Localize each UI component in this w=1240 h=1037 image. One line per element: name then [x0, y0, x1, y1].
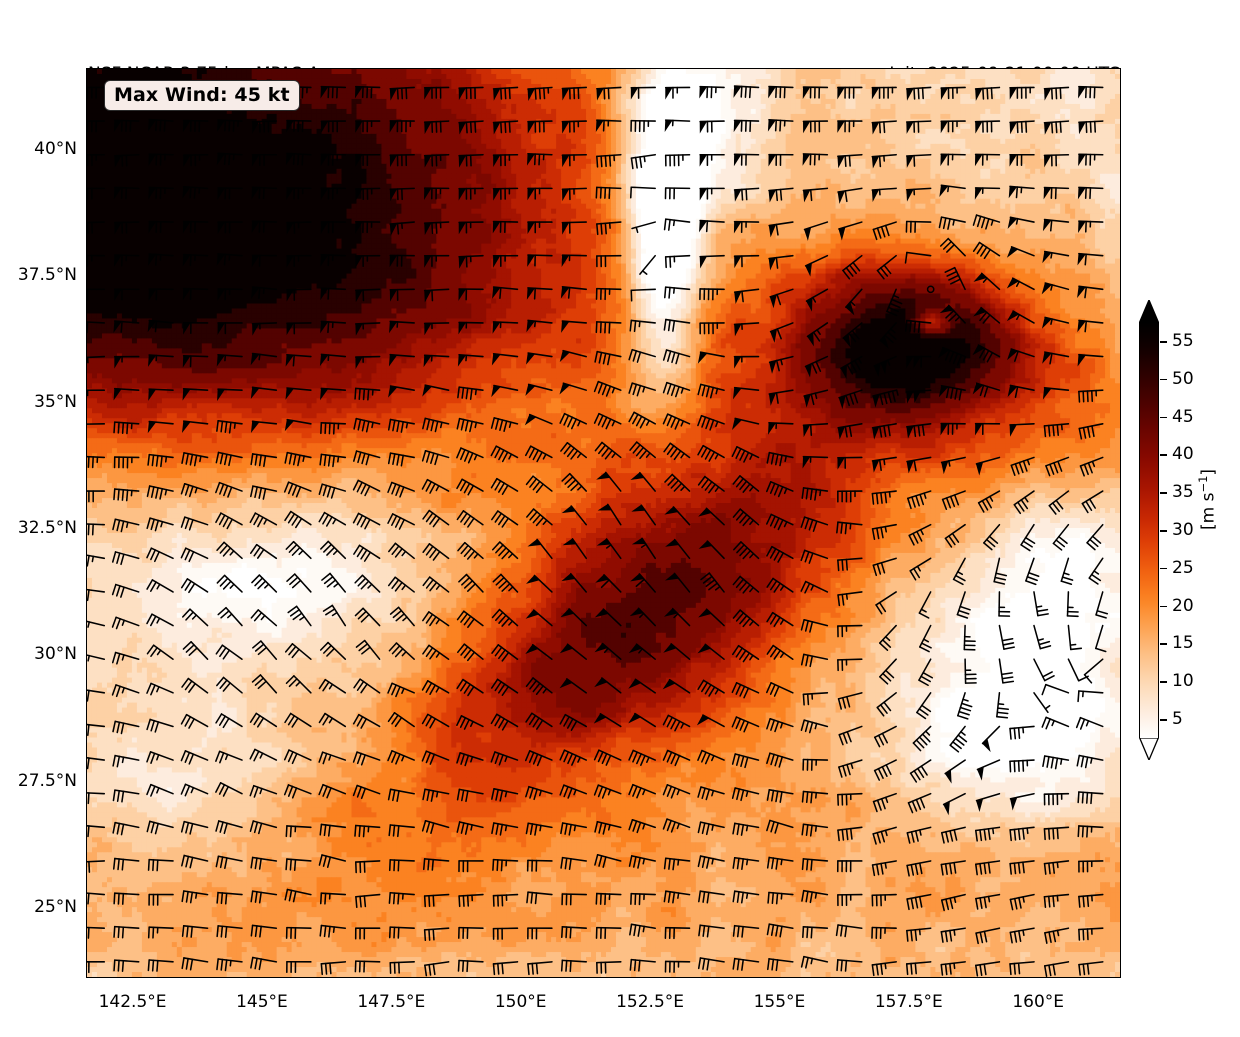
- colorbar-tick-label: 30: [1172, 520, 1194, 540]
- colorbar-tick-label: 50: [1172, 369, 1194, 389]
- x-tick-label: 142.5°E: [99, 992, 167, 1012]
- colorbar-tick-label: 45: [1172, 407, 1194, 427]
- colorbar-units-label: [m s−1]: [1196, 469, 1219, 530]
- x-tick-label: 152.5°E: [616, 992, 684, 1012]
- y-tick-label: 40°N: [34, 139, 77, 159]
- colorbar-tick-label: 40: [1172, 444, 1194, 464]
- colorbar-tick-label: 35: [1172, 482, 1194, 502]
- colorbar-tick: [1160, 378, 1167, 381]
- colorbar-tick-label: 25: [1172, 558, 1194, 578]
- y-tick-label: 30°N: [34, 644, 77, 664]
- x-tick-label: 150°E: [495, 992, 547, 1012]
- colorbar-bottom-extend-arrow: [1139, 738, 1159, 760]
- wind-barb-overlay: [87, 85, 1109, 977]
- x-tick-label: 147.5°E: [357, 992, 425, 1012]
- colorbar-tick: [1160, 530, 1167, 532]
- colorbar-top-extend-arrow: [1139, 300, 1159, 322]
- x-tick-label: 145°E: [236, 992, 288, 1012]
- colorbar-tick-label: 15: [1172, 633, 1194, 653]
- colorbar: 5 10 15 20 25 30 35 40 45 50 55: [1139, 300, 1194, 760]
- x-tick-label: 160°E: [1012, 992, 1064, 1012]
- y-tick-label: 37.5°N: [18, 265, 77, 285]
- y-tick-label: 25°N: [34, 897, 77, 917]
- y-tick-label: 35°N: [34, 392, 77, 412]
- colorbar-tick: [1160, 416, 1167, 419]
- colorbar-tick-label: 5: [1172, 709, 1183, 729]
- max-wind-annotation: Max Wind: 45 kt: [104, 80, 300, 111]
- map-axes: [86, 68, 1121, 978]
- x-tick-label: 155°E: [754, 992, 806, 1012]
- y-tick-label: 32.5°N: [18, 518, 77, 538]
- colorbar-tick: [1160, 454, 1167, 456]
- colorbar-tick: [1160, 567, 1167, 570]
- colorbar-tick: [1160, 643, 1167, 646]
- x-tick-label: 157.5°E: [875, 992, 943, 1012]
- colorbar-gradient: [1139, 322, 1159, 738]
- colorbar-tick-label: 20: [1172, 596, 1194, 616]
- colorbar-tick: [1160, 492, 1167, 494]
- y-tick-label: 27.5°N: [18, 771, 77, 791]
- colorbar-tick: [1160, 681, 1167, 683]
- colorbar-tick-label: 10: [1172, 671, 1194, 691]
- colorbar-tick: [1160, 719, 1167, 721]
- colorbar-tick: [1160, 340, 1167, 343]
- colorbar-tick-label: 55: [1172, 331, 1194, 351]
- colorbar-tick: [1160, 605, 1167, 608]
